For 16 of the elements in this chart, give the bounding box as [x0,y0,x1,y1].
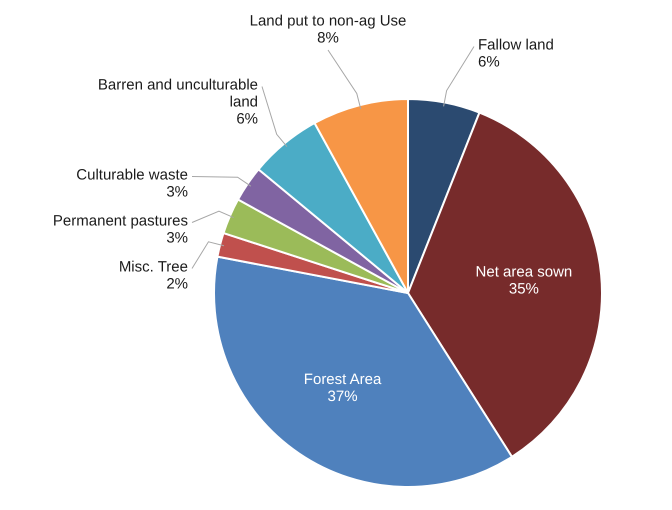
slice-label: Land put to non-ag Use [250,12,406,30]
slice-label: Culturable waste [76,166,188,184]
slice-label: Net area sown [476,264,572,281]
slice-label: Barren and unculturable land [98,76,258,111]
slice-label: Fallow land [478,36,554,54]
slice-label: Forest Area [304,370,382,388]
data-label: 6% [236,110,258,128]
slice-label: Permanent pastures [52,212,188,230]
data-label: 37% [328,388,358,405]
slice-label: Misc. Tree [118,258,188,276]
data-label: 8% [317,30,339,47]
data-label: 3% [166,230,188,247]
data-label: 2% [166,276,188,293]
data-label: 3% [166,184,188,201]
data-label: 35% [508,280,539,298]
data-label: 6% [478,54,500,71]
